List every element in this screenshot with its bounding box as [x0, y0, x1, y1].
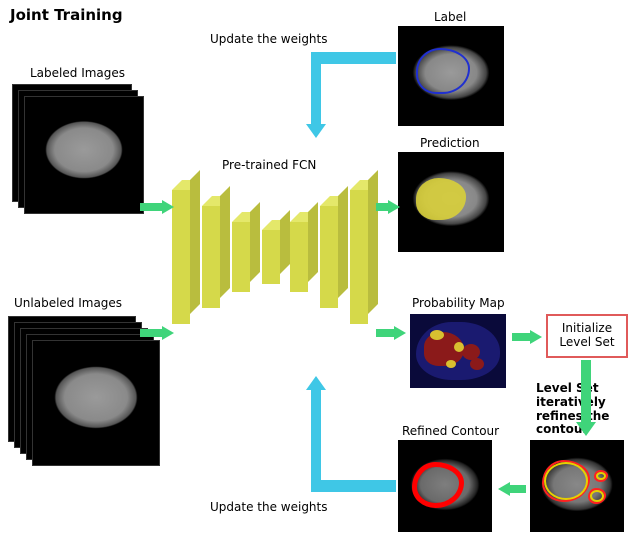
update-weights-top-label: Update the weights — [210, 32, 328, 46]
labeled-image-stack — [12, 84, 152, 224]
arrow-unlabeled-to-fcn — [140, 326, 174, 340]
levelset-iter-image — [530, 440, 624, 532]
arrow-fcn-to-prediction — [376, 200, 400, 214]
refined-contour-image — [398, 440, 492, 532]
update-weights-bottom-label: Update the weights — [210, 500, 328, 514]
fcn-network — [172, 178, 382, 348]
unlabeled-image-stack — [8, 316, 168, 476]
pretrained-fcn-label: Pre-trained FCN — [222, 158, 316, 172]
arrow-smallct-to-refined — [498, 482, 526, 496]
arrow-fcn-to-probmap — [376, 326, 406, 340]
unlabeled-images-label: Unlabeled Images — [14, 296, 122, 310]
prediction-output-image — [398, 152, 504, 252]
label-output-label: Label — [434, 10, 466, 24]
label-output-image — [398, 26, 504, 126]
labeled-images-label: Labeled Images — [30, 66, 125, 80]
prediction-output-label: Prediction — [420, 136, 480, 150]
probability-map-label: Probability Map — [412, 296, 505, 310]
arrow-init-to-smallct — [576, 360, 596, 436]
page-title: Joint Training — [10, 6, 123, 24]
refined-contour-label: Refined Contour — [402, 424, 499, 438]
initialize-level-set-box: Initialize Level Set — [546, 314, 628, 358]
probability-map-image — [410, 314, 506, 388]
arrow-labeled-to-fcn — [140, 200, 174, 214]
arrow-prob-to-init — [512, 330, 542, 344]
